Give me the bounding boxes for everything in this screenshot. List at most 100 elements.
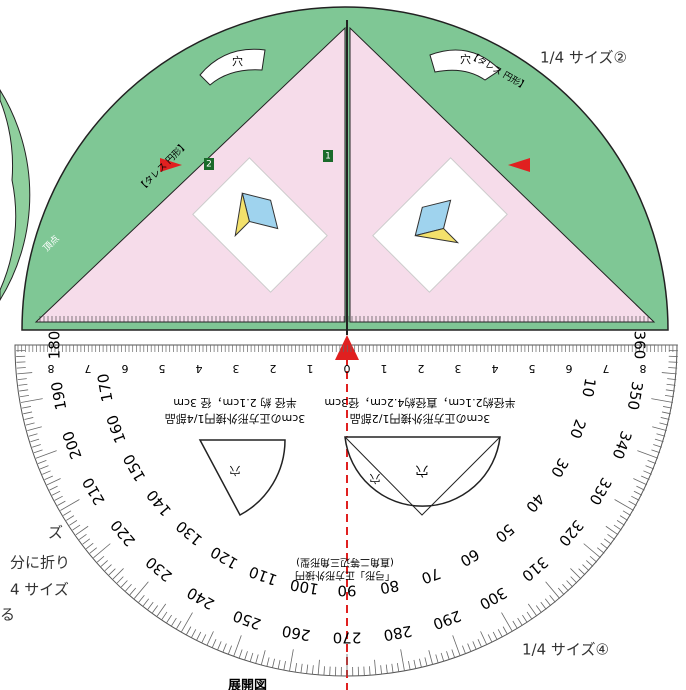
- degree-tick: [156, 603, 167, 617]
- degree-tick: [622, 510, 631, 516]
- degree-tick: [451, 649, 456, 659]
- degree-tick: [66, 515, 75, 521]
- degree-tick: [586, 560, 594, 567]
- hole-label: 穴: [370, 472, 381, 486]
- degree-tick: [633, 478, 648, 486]
- degree-tick: [396, 662, 400, 672]
- degree-tick: [616, 520, 625, 526]
- size-label: 1/4 サイズ②: [540, 49, 627, 67]
- degree-tick: [645, 465, 655, 470]
- angle-label: 10: [578, 377, 599, 399]
- degree-tick: [42, 470, 51, 475]
- num-label: 2: [206, 160, 212, 170]
- angle-label: 190: [48, 380, 71, 411]
- degree-tick: [570, 568, 582, 580]
- degree-tick: [666, 383, 676, 386]
- degree-tick: [522, 614, 528, 623]
- degree-tick: [428, 650, 434, 665]
- degree-tick: [129, 587, 137, 596]
- degree-tick: [142, 598, 150, 607]
- degree-tick: [497, 629, 503, 638]
- degree-tick: [294, 662, 298, 672]
- degree-tick: [492, 631, 498, 641]
- size-label: 1/4 サイズ④: [522, 641, 609, 659]
- degree-tick: [462, 645, 466, 655]
- angle-label: 350: [624, 380, 647, 411]
- ruler-label: 0: [344, 362, 351, 375]
- degree-tick: [467, 643, 472, 653]
- ruler-label: 8: [48, 362, 55, 375]
- bottom-label: 展開図: [228, 679, 267, 690]
- angle-label: 20: [566, 417, 589, 441]
- ruler-label: 1: [381, 362, 388, 375]
- degree-tick: [452, 635, 461, 657]
- degree-tick: [166, 614, 172, 623]
- degree-tick: [217, 641, 222, 650]
- degree-tick: [306, 664, 309, 674]
- degree-tick: [272, 658, 275, 668]
- degree-tick: [659, 422, 669, 426]
- degree-tick: [35, 450, 57, 459]
- degree-tick: [660, 417, 670, 420]
- degree-tick: [228, 645, 232, 655]
- degree-tick: [633, 490, 643, 496]
- degree-tick: [477, 638, 482, 648]
- degree-tick: [400, 649, 405, 672]
- degree-tick: [647, 460, 657, 464]
- num-box: [323, 150, 333, 162]
- degree-tick: [665, 389, 675, 392]
- protractor: [14, 344, 678, 677]
- degree-tick: [369, 666, 371, 676]
- degree-tick: [191, 629, 197, 638]
- degree-tick: [583, 543, 601, 559]
- ruler-label: 3: [455, 362, 462, 375]
- degree-tick: [260, 650, 266, 665]
- degree-tick: [605, 525, 619, 536]
- degree-tick: [51, 490, 61, 496]
- degree-tick: [589, 555, 598, 563]
- degree-tick: [147, 601, 154, 610]
- degree-tick: [196, 631, 202, 641]
- degree-tick: [206, 631, 214, 646]
- degree-tick: [440, 652, 445, 662]
- degree-tick: [133, 581, 149, 599]
- degree-tick: [664, 394, 674, 398]
- degree-tick: [640, 475, 650, 480]
- degree-tick: [527, 603, 538, 617]
- degree-tick: [125, 584, 132, 592]
- quarter-part: [198, 439, 286, 517]
- degree-tick: [566, 580, 574, 588]
- hole-label: 穴: [460, 52, 471, 66]
- degree-tick: [603, 538, 612, 545]
- part-title: 3cmの正方形外接円1/4部品: [165, 412, 305, 426]
- degree-tick: [201, 634, 207, 643]
- degree-tick: [17, 372, 33, 375]
- angle-label: 80: [379, 576, 401, 597]
- degree-tick: [549, 594, 556, 603]
- degree-tick: [512, 620, 518, 629]
- degree-tick: [596, 547, 605, 554]
- ruler-label: 6: [122, 362, 129, 375]
- degree-tick: [637, 450, 659, 459]
- degree-tick: [652, 426, 667, 432]
- degree-tick: [663, 406, 672, 409]
- part-sub: 半径約2.1cm，直径約4.2cm，径3cm: [324, 396, 515, 410]
- degree-tick: [238, 649, 243, 659]
- hole-label: 穴: [415, 463, 428, 478]
- pointer: [160, 158, 182, 172]
- degree-tick: [22, 406, 31, 409]
- degree-tick: [18, 383, 28, 386]
- degree-tick: [631, 495, 640, 501]
- degree-tick: [138, 594, 145, 603]
- degree-tick: [222, 643, 227, 653]
- num-label: 1: [325, 152, 331, 162]
- ruler-label: 6: [566, 362, 573, 375]
- angle-label: 170: [94, 372, 117, 403]
- degree-tick: [244, 651, 248, 660]
- degree-tick: [16, 367, 26, 369]
- degree-tick: [266, 657, 270, 667]
- degree-tick: [63, 510, 72, 516]
- angle-label: 180: [46, 331, 64, 360]
